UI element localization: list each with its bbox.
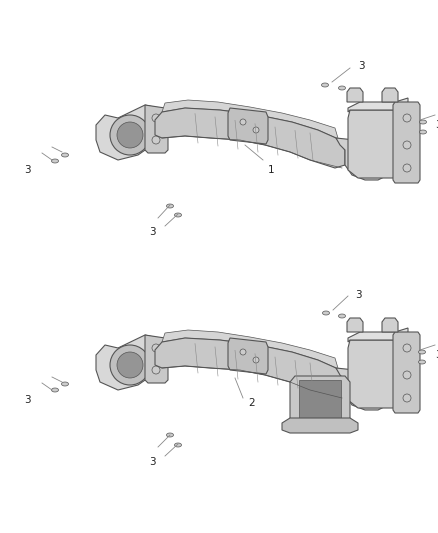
Ellipse shape	[174, 213, 181, 217]
Ellipse shape	[61, 382, 68, 386]
Ellipse shape	[339, 86, 346, 90]
Ellipse shape	[354, 147, 380, 177]
Circle shape	[152, 366, 160, 374]
Polygon shape	[96, 105, 165, 160]
Ellipse shape	[166, 433, 173, 437]
Circle shape	[117, 122, 143, 148]
Ellipse shape	[420, 120, 427, 124]
Circle shape	[403, 371, 411, 379]
Polygon shape	[155, 108, 345, 168]
Circle shape	[403, 394, 411, 402]
Ellipse shape	[52, 388, 59, 392]
Ellipse shape	[339, 314, 346, 318]
Polygon shape	[162, 330, 340, 375]
Text: 3: 3	[24, 165, 31, 175]
Polygon shape	[228, 108, 268, 144]
Polygon shape	[348, 328, 408, 342]
Ellipse shape	[354, 377, 380, 407]
Ellipse shape	[418, 360, 425, 364]
Circle shape	[152, 114, 160, 122]
Ellipse shape	[420, 130, 427, 134]
Ellipse shape	[358, 151, 376, 173]
Polygon shape	[348, 110, 408, 178]
Text: 3: 3	[435, 120, 438, 130]
Ellipse shape	[174, 443, 181, 447]
Text: 3: 3	[358, 61, 364, 71]
Polygon shape	[162, 100, 340, 145]
Circle shape	[240, 119, 246, 125]
Text: 3: 3	[148, 227, 155, 237]
Polygon shape	[347, 88, 363, 102]
Polygon shape	[290, 376, 350, 423]
Circle shape	[240, 349, 246, 355]
Text: 3: 3	[148, 457, 155, 467]
Text: 1: 1	[268, 165, 275, 175]
Text: 3: 3	[355, 290, 362, 300]
Ellipse shape	[166, 204, 173, 208]
Polygon shape	[336, 138, 392, 180]
Circle shape	[110, 115, 150, 155]
Ellipse shape	[321, 83, 328, 87]
Polygon shape	[382, 318, 398, 332]
Polygon shape	[393, 332, 420, 413]
Circle shape	[253, 357, 259, 363]
Polygon shape	[348, 98, 408, 112]
Circle shape	[403, 141, 411, 149]
Circle shape	[403, 164, 411, 172]
Circle shape	[403, 344, 411, 352]
Circle shape	[403, 114, 411, 122]
Polygon shape	[228, 338, 268, 374]
Polygon shape	[155, 338, 345, 398]
Bar	[299, 380, 341, 418]
Circle shape	[117, 352, 143, 378]
Polygon shape	[393, 102, 420, 183]
Ellipse shape	[52, 159, 59, 163]
Polygon shape	[336, 368, 392, 410]
Ellipse shape	[358, 381, 376, 403]
Polygon shape	[348, 340, 408, 408]
Ellipse shape	[418, 350, 425, 354]
Circle shape	[152, 344, 160, 352]
Circle shape	[253, 127, 259, 133]
Circle shape	[152, 136, 160, 144]
Polygon shape	[145, 105, 168, 153]
Ellipse shape	[322, 311, 329, 315]
Text: 3: 3	[24, 395, 31, 405]
Polygon shape	[145, 335, 168, 383]
Text: 2: 2	[248, 398, 254, 408]
Polygon shape	[96, 335, 165, 390]
Polygon shape	[382, 88, 398, 102]
Polygon shape	[347, 318, 363, 332]
Circle shape	[110, 345, 150, 385]
Ellipse shape	[61, 153, 68, 157]
Text: 3: 3	[435, 350, 438, 360]
Polygon shape	[282, 418, 358, 433]
